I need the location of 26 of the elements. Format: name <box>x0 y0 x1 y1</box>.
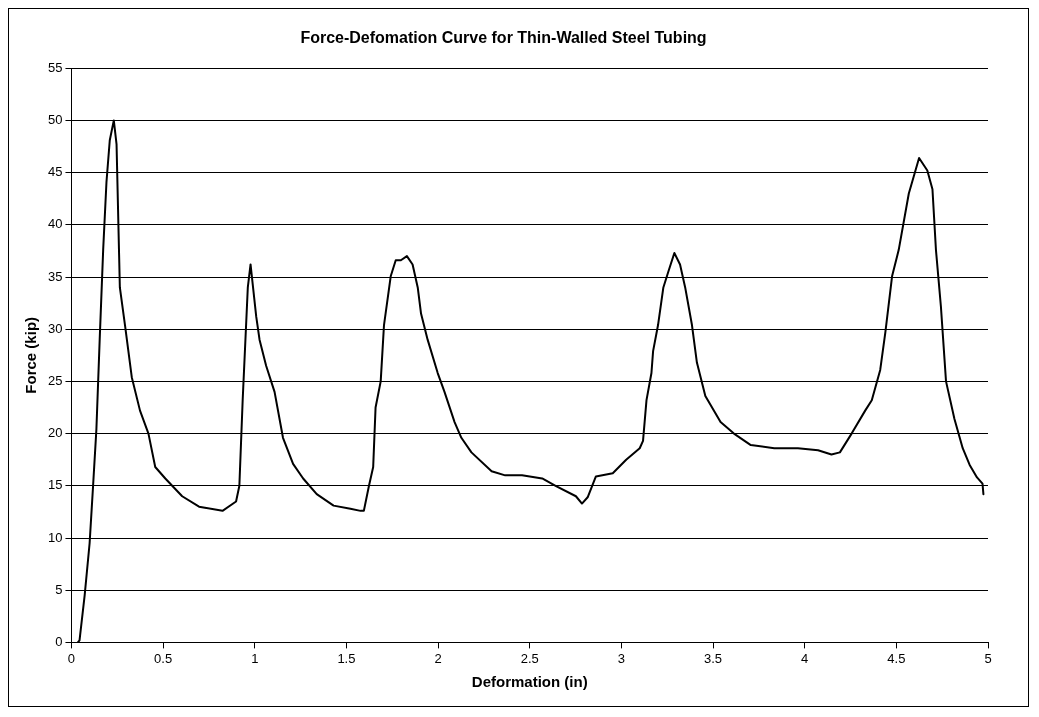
x-tick-label: 2 <box>434 650 442 666</box>
y-tick-label: 0 <box>55 633 63 649</box>
y-tick-label: 35 <box>47 268 63 284</box>
x-axis-title: Deformation (in) <box>471 673 588 691</box>
y-tick-label: 25 <box>47 372 63 388</box>
y-tick-label: 55 <box>47 59 63 75</box>
y-tick-label: 45 <box>47 164 63 180</box>
y-tick-label: 20 <box>47 425 63 441</box>
x-tick-label: 4.5 <box>887 650 906 666</box>
y-tick-label: 15 <box>47 477 63 493</box>
chart-title: Force-Defomation Curve for Thin-Walled Steel Tubing <box>300 29 707 47</box>
y-tick-label: 10 <box>47 529 63 545</box>
y-tick-label: 50 <box>47 111 63 127</box>
x-tick-label: 0 <box>67 650 76 666</box>
y-tick-label: 30 <box>47 320 63 336</box>
x-tick-label: 0.5 <box>154 650 173 666</box>
x-tick-label: 1.5 <box>337 650 356 666</box>
y-axis-title: Force (kip) <box>22 316 40 394</box>
x-tick-label: 3 <box>617 650 625 666</box>
y-tick-label: 5 <box>55 581 63 597</box>
x-tick-label: 3.5 <box>704 650 723 666</box>
x-tick-label: 4 <box>801 650 809 666</box>
y-tick-label: 40 <box>47 216 63 232</box>
x-tick-label: 5 <box>984 650 992 666</box>
x-tick-label: 2.5 <box>520 650 539 666</box>
x-tick-label: 1 <box>251 650 259 666</box>
